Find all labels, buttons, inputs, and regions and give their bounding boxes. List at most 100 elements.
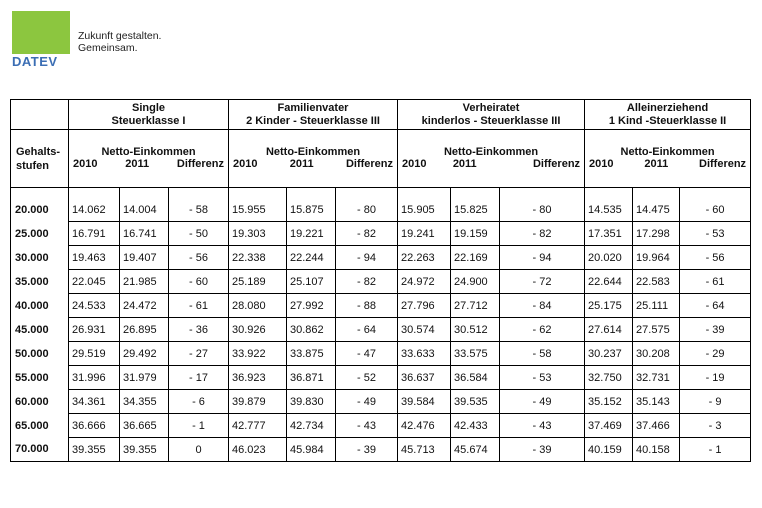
value-2011-cell: 45.984 [286, 437, 336, 462]
group-header-row: Single Steuerklasse I Familienvater 2 Ki… [10, 99, 752, 130]
value-2010-cell: 25.175 [584, 293, 634, 318]
value-2011-cell: 19.159 [450, 221, 501, 246]
value-2010-cell: 42.777 [228, 413, 287, 438]
value-2011-cell: 14.475 [632, 187, 681, 222]
difference-cell: - 58 [499, 341, 586, 366]
value-2010-cell: 39.355 [68, 437, 120, 462]
value-2010-cell: 24.533 [68, 293, 120, 318]
gehaltsstufe-cell: 25.000 [10, 221, 69, 246]
table-row: 50.000 29.519 29.492- 27 33.922 33.875- 47 33… [10, 341, 752, 366]
difference-cell: - 60 [679, 187, 752, 222]
value-2010-cell: 19.303 [228, 221, 287, 246]
value-2011-cell: 15.825 [450, 187, 501, 222]
value-2010-cell: 40.159 [584, 437, 634, 462]
difference-cell: - 56 [168, 245, 229, 270]
value-2010-cell: 33.922 [228, 341, 287, 366]
value-2011-cell: 22.169 [450, 245, 501, 270]
value-2011-cell: 17.298 [632, 221, 681, 246]
value-2010-cell: 17.351 [584, 221, 634, 246]
difference-cell: - 82 [334, 269, 399, 294]
slogan-line-1: Zukunft gestalten. [78, 30, 162, 42]
table-row: 60.000 34.361 34.355- 6 39.879 39.830- 49 39.… [10, 389, 752, 414]
table-row: 40.000 24.533 24.472- 61 28.080 27.992- 88 27… [10, 293, 752, 318]
value-2010-cell: 14.535 [584, 187, 634, 222]
group-header-familienvater: Familienvater 2 Kinder - Steuerklasse II… [227, 99, 399, 130]
value-2011-cell: 36.665 [119, 413, 169, 438]
value-2010-cell: 34.361 [68, 389, 120, 414]
difference-cell: - 88 [334, 293, 399, 318]
value-2011-cell: 26.895 [119, 317, 169, 342]
gehaltsstufe-cell: 50.000 [10, 341, 69, 366]
difference-cell: - 39 [679, 317, 752, 342]
value-2011-cell: 39.830 [286, 389, 336, 414]
difference-cell: 0 [168, 437, 229, 462]
sub-header-familienvater: Netto-Einkommen 2010 2011 Differenz [227, 129, 399, 188]
value-2011-cell: 40.158 [632, 437, 681, 462]
difference-cell: - 80 [499, 187, 586, 222]
value-2010-cell: 14.062 [68, 187, 120, 222]
table-row: 70.000 39.355 39.355 0 46.023 45.984- 39 45.71… [10, 437, 752, 462]
value-2010-cell: 15.905 [397, 187, 452, 222]
group-header-alleinerziehend: Alleinerziehend 1 Kind -Steuerklasse II [584, 99, 752, 130]
difference-cell: - 17 [168, 365, 229, 390]
difference-cell: - 82 [334, 221, 399, 246]
difference-cell: - 72 [499, 269, 586, 294]
value-2010-cell: 16.791 [68, 221, 120, 246]
value-2011-cell: 25.111 [632, 293, 681, 318]
value-2010-cell: 24.972 [397, 269, 452, 294]
value-2010-cell: 32.750 [584, 365, 634, 390]
value-2010-cell: 19.241 [397, 221, 452, 246]
value-2011-cell: 33.875 [286, 341, 336, 366]
gehaltsstufe-cell: 20.000 [10, 187, 69, 222]
difference-cell: - 56 [679, 245, 752, 270]
difference-cell: - 80 [334, 187, 399, 222]
value-2010-cell: 42.476 [397, 413, 452, 438]
value-2011-cell: 21.985 [119, 269, 169, 294]
gehaltsstufe-cell: 60.000 [10, 389, 69, 414]
value-2010-cell: 22.263 [397, 245, 452, 270]
value-2011-cell: 30.862 [286, 317, 336, 342]
datev-logo-mark [12, 11, 70, 54]
difference-cell: - 43 [334, 413, 399, 438]
value-2011-cell: 30.512 [450, 317, 501, 342]
difference-cell: - 29 [679, 341, 752, 366]
value-2010-cell: 33.633 [397, 341, 452, 366]
difference-cell: - 84 [499, 293, 586, 318]
value-2010-cell: 30.926 [228, 317, 287, 342]
value-2011-cell: 36.871 [286, 365, 336, 390]
group-header-verheiratet: Verheiratet kinderlos - Steuerklasse III [397, 99, 586, 130]
table-row: 55.000 31.996 31.979- 17 36.923 36.871- 52 36… [10, 365, 752, 390]
corner-cell [10, 99, 69, 130]
gehaltsstufen-header: Gehalts- stufen [10, 129, 69, 188]
value-2010-cell: 30.237 [584, 341, 634, 366]
value-2011-cell: 14.004 [119, 187, 169, 222]
value-2010-cell: 36.923 [228, 365, 287, 390]
value-2011-cell: 27.992 [286, 293, 336, 318]
value-2010-cell: 30.574 [397, 317, 452, 342]
gehaltsstufe-cell: 55.000 [10, 365, 69, 390]
difference-cell: - 19 [679, 365, 752, 390]
value-2010-cell: 27.614 [584, 317, 634, 342]
difference-cell: - 64 [334, 317, 399, 342]
value-2010-cell: 27.796 [397, 293, 452, 318]
value-2011-cell: 16.741 [119, 221, 169, 246]
value-2010-cell: 25.189 [228, 269, 287, 294]
value-2011-cell: 27.712 [450, 293, 501, 318]
sub-header-single: Netto-Einkommen 2010 2011 Differenz [68, 129, 229, 188]
value-2011-cell: 15.875 [286, 187, 336, 222]
value-2010-cell: 26.931 [68, 317, 120, 342]
difference-cell: - 94 [334, 245, 399, 270]
value-2011-cell: 37.466 [632, 413, 681, 438]
gehaltsstufe-cell: 40.000 [10, 293, 69, 318]
difference-cell: - 62 [499, 317, 586, 342]
value-2011-cell: 24.472 [119, 293, 169, 318]
value-2010-cell: 31.996 [68, 365, 120, 390]
difference-cell: - 6 [168, 389, 229, 414]
value-2011-cell: 42.734 [286, 413, 336, 438]
datev-logo-text: DATEV [12, 54, 58, 69]
value-2011-cell: 42.433 [450, 413, 501, 438]
value-2010-cell: 39.584 [397, 389, 452, 414]
table-row: 20.000 14.062 14.004- 58 15.955 15.875- 80 15… [10, 187, 752, 222]
value-2011-cell: 22.244 [286, 245, 336, 270]
value-2011-cell: 22.583 [632, 269, 681, 294]
